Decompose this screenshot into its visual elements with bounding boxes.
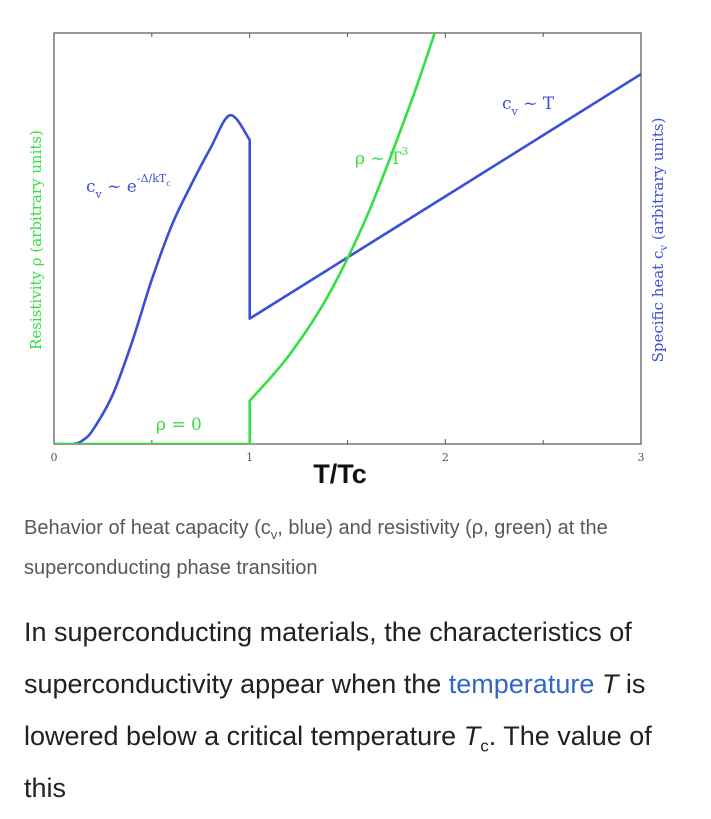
x-tick-label: 2: [442, 451, 449, 464]
x-tick-label: 0: [51, 451, 58, 464]
paragraph-space: [594, 669, 602, 699]
variable-tc: T: [463, 721, 481, 751]
x-tick-label: 1: [246, 451, 253, 464]
variable-tc-subscript: c: [480, 736, 489, 756]
x-tick-label: 3: [638, 451, 645, 464]
left-axis-label: Resistivity ρ (arbitrary units): [27, 130, 45, 350]
annotation-cv-linear: cv ~ T: [502, 94, 555, 118]
annotation-cv-exponential: cv ~ e-Δ/kTc: [86, 172, 171, 201]
caption-suffix: , blue) and resistivity (ρ, green) at th…: [24, 517, 608, 579]
annotation-rho-t-cubed: ρ ~ T3: [355, 145, 408, 169]
caption-prefix: Behavior of heat capacity (c: [24, 517, 271, 539]
chart-figure: 0 1 2 3 Resistivity ρ (arbitrary units) Spe…: [27, 32, 670, 489]
variable-t: T: [601, 669, 619, 699]
chart-svg: 0 1 2 3 Resistivity ρ (arbitrary units) Spe…: [27, 32, 670, 489]
paragraph-text-1: In superconducting materials, the charac…: [24, 617, 632, 699]
resistivity-series: [54, 33, 437, 444]
paragraph-text-3: . The value of this: [24, 721, 652, 803]
temperature-link[interactable]: temperature: [448, 669, 595, 699]
caption-subscript: v: [270, 527, 278, 542]
x-axis-label: T/Tc: [313, 459, 367, 489]
annotation-rho-zero: ρ = 0: [156, 415, 202, 435]
right-axis-label: Specific heat cv (arbitrary units): [649, 118, 670, 363]
paragraph-text-2: is lowered below a critical temperature: [24, 669, 646, 751]
article-paragraph: In superconducting materials, the charac…: [24, 606, 684, 814]
figure-caption: Behavior of heat capacity (cv, blue) and…: [24, 508, 684, 588]
specific-heat-series: [54, 72, 641, 444]
